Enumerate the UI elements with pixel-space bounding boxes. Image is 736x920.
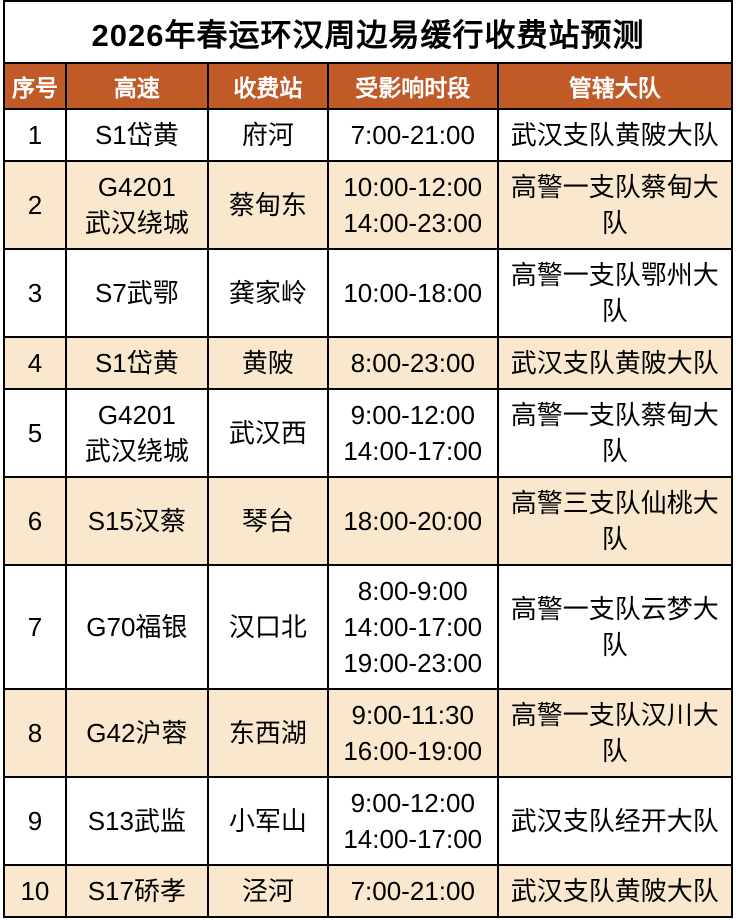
cell-index: 4 [3, 336, 67, 390]
column-header-index: 序号 [3, 62, 67, 110]
cell-period: 9:00-11:30 16:00-19:00 [326, 688, 499, 778]
cell-index: 10 [3, 864, 67, 918]
table-row: 1 S1岱黄 府河 7:00-21:00 武汉支队黄陂大队 [3, 108, 734, 162]
table-row: 5 G4201 武汉绕城 武汉西 9:00-12:00 14:00-17:00 高警一支… [3, 388, 734, 478]
table-row: 10 S17硚孝 泾河 7:00-21:00 武汉支队黄陂大队 [3, 864, 734, 918]
cell-index: 2 [3, 160, 67, 250]
cell-brigade: 高警一支队汉川大队 [496, 688, 734, 778]
cell-station: 小军山 [206, 776, 329, 866]
page-title: 2026年春运环汉周边易缓行收费站预测 [3, 0, 733, 64]
cell-index: 9 [3, 776, 67, 866]
column-header-station: 收费站 [206, 62, 329, 110]
cell-period: 9:00-12:00 14:00-17:00 [326, 388, 499, 478]
cell-station: 武汉西 [206, 388, 329, 478]
cell-period: 10:00-18:00 [326, 248, 499, 338]
column-header-period: 受影响时段 [326, 62, 499, 110]
cell-brigade: 武汉支队黄陂大队 [496, 108, 734, 162]
table-row: 2 G4201 武汉绕城 蔡甸东 10:00-12:00 14:00-23:00 高警一… [3, 160, 734, 250]
cell-station: 龚家岭 [206, 248, 329, 338]
cell-period: 9:00-12:00 14:00-17:00 [326, 776, 499, 866]
cell-highway: S17硚孝 [64, 864, 209, 918]
toll-station-table: 2026年春运环汉周边易缓行收费站预测 序号 高速 收费站 受影响时段 管辖大队… [3, 0, 734, 918]
cell-index: 1 [3, 108, 67, 162]
column-header-brigade: 管辖大队 [496, 62, 734, 110]
cell-index: 5 [3, 388, 67, 478]
cell-period: 7:00-21:00 [326, 108, 499, 162]
table-row: 4 S1岱黄 黄陂 8:00-23:00 武汉支队黄陂大队 [3, 336, 734, 390]
cell-brigade: 高警一支队云梦大队 [496, 564, 734, 690]
table-row: 6 S15汉蔡 琴台 18:00-20:00 高警三支队仙桃大队 [3, 476, 734, 566]
cell-brigade: 高警一支队蔡甸大队 [496, 388, 734, 478]
cell-index: 7 [3, 564, 67, 690]
cell-brigade: 武汉支队黄陂大队 [496, 864, 734, 918]
cell-highway: S1岱黄 [64, 336, 209, 390]
cell-period: 8:00-23:00 [326, 336, 499, 390]
cell-brigade: 武汉支队黄陂大队 [496, 336, 734, 390]
cell-brigade: 高警一支队蔡甸大队 [496, 160, 734, 250]
table-row: 9 S13武监 小军山 9:00-12:00 14:00-17:00 武汉支队经开大队 [3, 776, 734, 866]
cell-brigade: 武汉支队经开大队 [496, 776, 734, 866]
cell-highway: S7武鄂 [64, 248, 209, 338]
cell-station: 府河 [206, 108, 329, 162]
cell-period: 10:00-12:00 14:00-23:00 [326, 160, 499, 250]
title-row: 2026年春运环汉周边易缓行收费站预测 [3, 0, 733, 64]
cell-station: 蔡甸东 [206, 160, 329, 250]
cell-station: 东西湖 [206, 688, 329, 778]
cell-station: 汉口北 [206, 564, 329, 690]
cell-station: 琴台 [206, 476, 329, 566]
cell-highway: G4201 武汉绕城 [64, 160, 209, 250]
column-header-highway: 高速 [64, 62, 209, 110]
cell-highway: G70福银 [64, 564, 209, 690]
cell-period: 18:00-20:00 [326, 476, 499, 566]
table-row: 7 G70福银 汉口北 8:00-9:00 14:00-17:00 19:00-23:… [3, 564, 734, 690]
cell-highway: S13武监 [64, 776, 209, 866]
cell-period: 7:00-21:00 [326, 864, 499, 918]
cell-highway: S15汉蔡 [64, 476, 209, 566]
cell-index: 6 [3, 476, 67, 566]
cell-brigade: 高警一支队鄂州大队 [496, 248, 734, 338]
header-row: 序号 高速 收费站 受影响时段 管辖大队 [3, 62, 734, 110]
cell-index: 3 [3, 248, 67, 338]
table-body: 1 S1岱黄 府河 7:00-21:00 武汉支队黄陂大队 2 G4201 武汉绕城 蔡甸东 1… [3, 108, 734, 918]
cell-index: 8 [3, 688, 67, 778]
cell-station: 泾河 [206, 864, 329, 918]
cell-station: 黄陂 [206, 336, 329, 390]
cell-highway: G4201 武汉绕城 [64, 388, 209, 478]
table-row: 3 S7武鄂 龚家岭 10:00-18:00 高警一支队鄂州大队 [3, 248, 734, 338]
cell-highway: G42沪蓉 [64, 688, 209, 778]
cell-period: 8:00-9:00 14:00-17:00 19:00-23:00 [326, 564, 499, 690]
table-row: 8 G42沪蓉 东西湖 9:00-11:30 16:00-19:00 高警一支队汉川大队 [3, 688, 734, 778]
cell-highway: S1岱黄 [64, 108, 209, 162]
cell-brigade: 高警三支队仙桃大队 [496, 476, 734, 566]
